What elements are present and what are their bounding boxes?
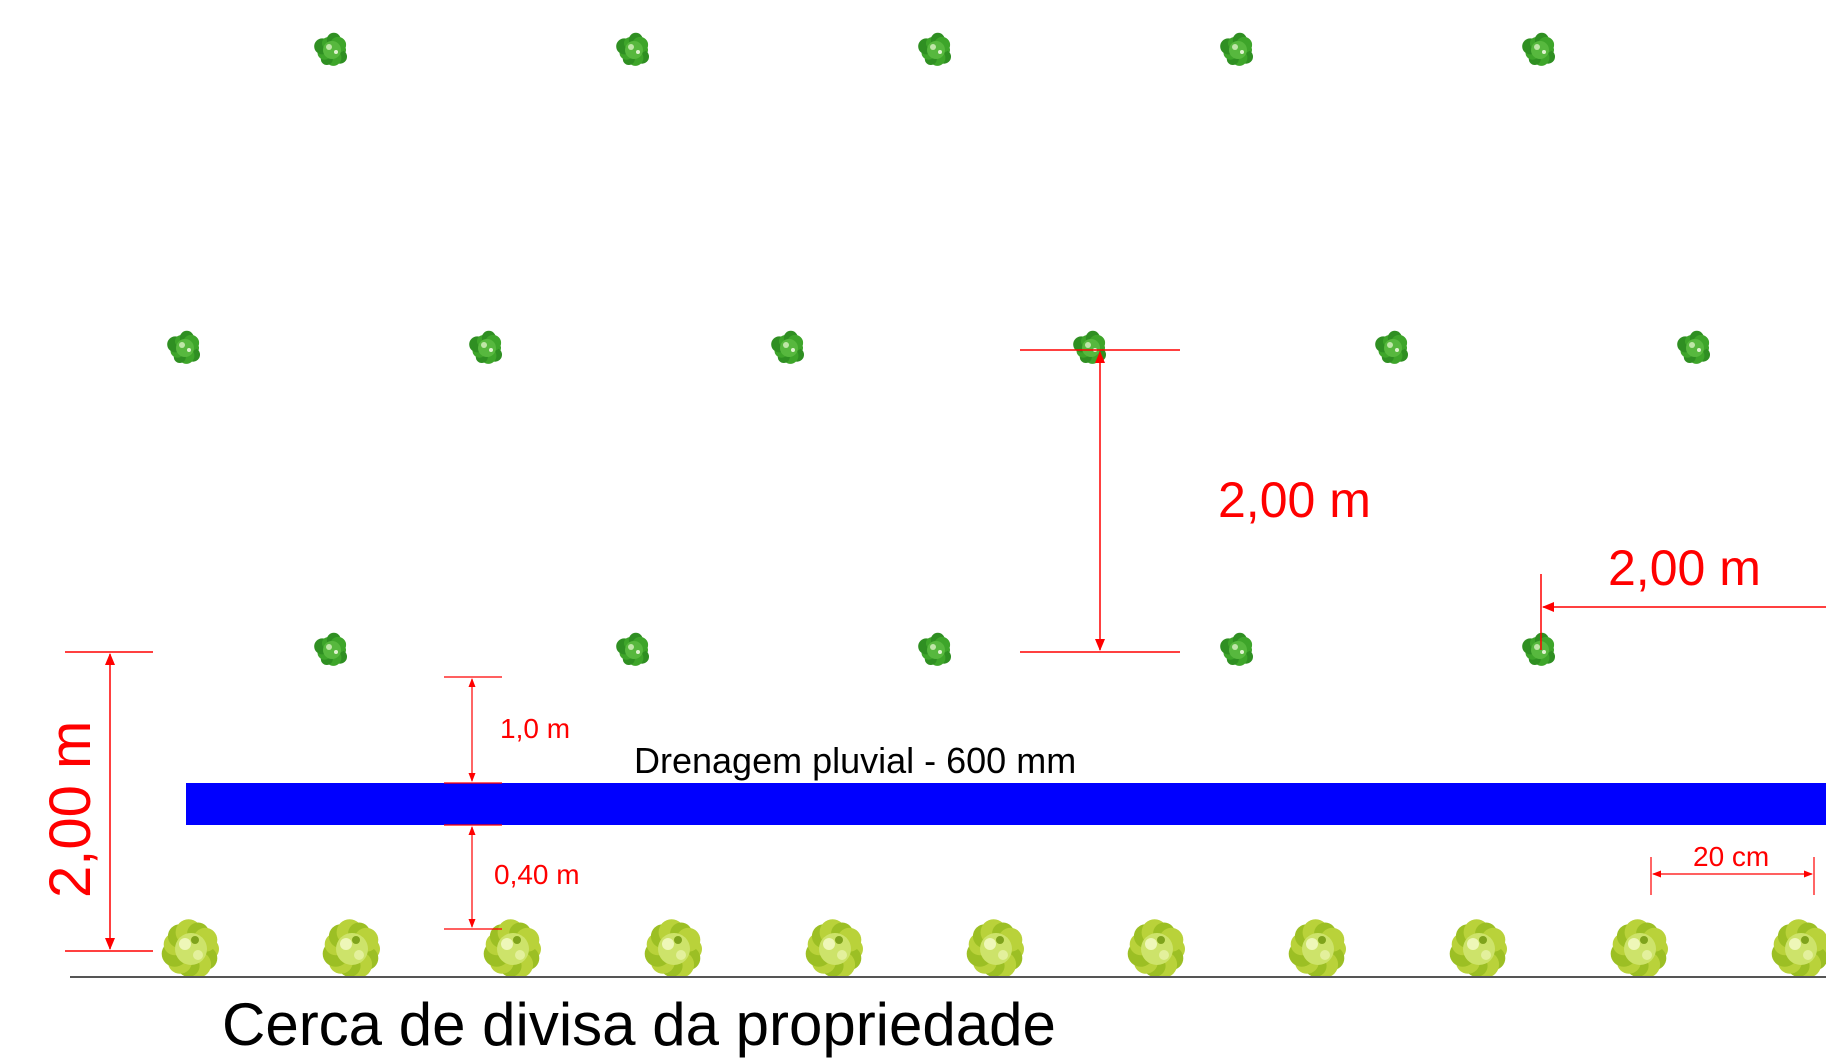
tree-icon <box>314 632 347 666</box>
shrub-icon <box>1127 919 1185 978</box>
dimension-label-row-to-pipe: 1,0 m <box>500 713 570 744</box>
tree-icon <box>1522 632 1555 666</box>
dimension-fence-to-row <box>65 651 153 952</box>
tree-icon <box>616 632 649 666</box>
dimension-label-shrub-spacing: 20 cm <box>1693 841 1769 872</box>
tree-icon <box>918 32 951 66</box>
tree-icon <box>918 632 951 666</box>
tree-icon <box>1220 32 1253 66</box>
dimension-row-to-pipe <box>444 676 502 784</box>
tree-icon <box>1220 632 1253 666</box>
dimension-label-pipe-to-shrubs: 0,40 m <box>494 859 580 890</box>
drainage-pipe <box>186 783 1826 825</box>
shrub-icon <box>1449 919 1507 978</box>
shrub-icon <box>966 919 1024 978</box>
tree-icon <box>469 330 502 364</box>
tree-icon <box>167 330 200 364</box>
tree-icon <box>1375 330 1408 364</box>
tree-rows <box>167 32 1710 666</box>
tree-icon <box>1677 330 1710 364</box>
shrub-icon <box>1288 919 1346 978</box>
shrub-icon <box>644 919 702 978</box>
pipe-label: Drenagem pluvial - 600 mm <box>634 740 1076 781</box>
shrub-icon <box>1610 919 1668 978</box>
shrub-icon <box>483 919 541 978</box>
tree-icon <box>616 32 649 66</box>
shrub-icon <box>161 919 219 978</box>
dimension-row-spacing-vertical <box>1020 349 1180 653</box>
dimension-label-horizontal: 2,00 m <box>1608 540 1761 596</box>
tree-icon <box>314 32 347 66</box>
dimension-label-fence-to-row: 2,00 m <box>38 721 103 898</box>
dimension-tree-spacing-horizontal <box>1540 574 1826 650</box>
drawing-title: Cerca de divisa da propriedade <box>222 991 1056 1058</box>
shrub-icon <box>322 919 380 978</box>
dimension-pipe-to-shrubs <box>444 824 502 930</box>
shrub-icon <box>1771 919 1826 978</box>
dimension-label-vertical: 2,00 m <box>1218 472 1371 528</box>
shrub-row <box>161 919 1826 978</box>
tree-icon <box>1073 330 1106 364</box>
dimension-shrub-spacing <box>1650 857 1815 895</box>
tree-icon <box>1522 32 1555 66</box>
shrub-icon <box>805 919 863 978</box>
tree-icon <box>771 330 804 364</box>
